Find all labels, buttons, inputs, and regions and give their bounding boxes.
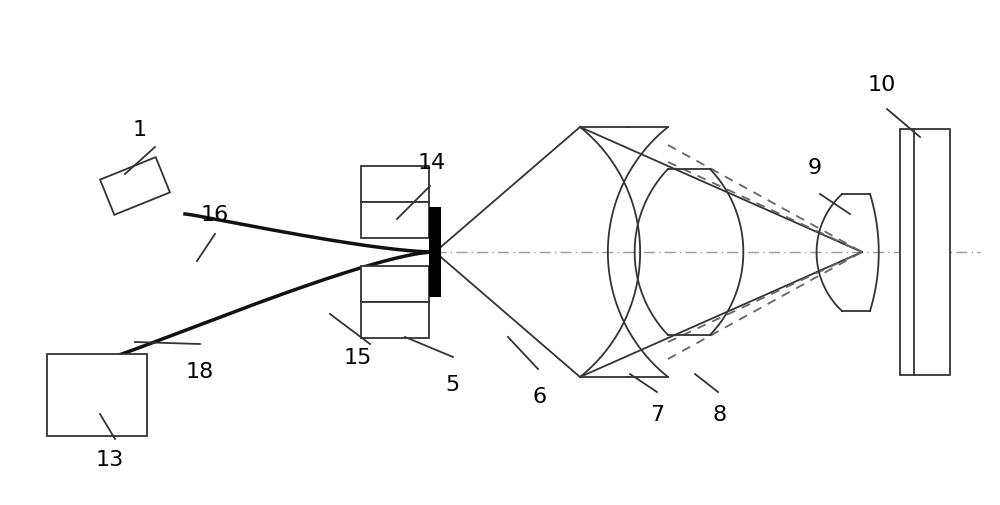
Text: 8: 8 [713, 404, 727, 424]
Text: 18: 18 [186, 361, 214, 381]
Text: 1: 1 [133, 120, 147, 140]
Bar [900, 130, 950, 375]
Bar [361, 302, 429, 338]
Bar [47, 355, 147, 436]
Bar [429, 208, 441, 297]
Text: 14: 14 [418, 153, 446, 173]
Text: 6: 6 [533, 386, 547, 406]
Bar [361, 267, 429, 302]
Text: 7: 7 [650, 404, 664, 424]
Bar [361, 203, 429, 238]
Text: 5: 5 [445, 374, 459, 394]
Text: 10: 10 [868, 75, 896, 95]
Text: 13: 13 [96, 449, 124, 469]
Bar [100, 158, 170, 216]
Bar [361, 167, 429, 203]
Text: 15: 15 [344, 347, 372, 367]
Text: 16: 16 [201, 205, 229, 225]
Text: 9: 9 [808, 158, 822, 178]
